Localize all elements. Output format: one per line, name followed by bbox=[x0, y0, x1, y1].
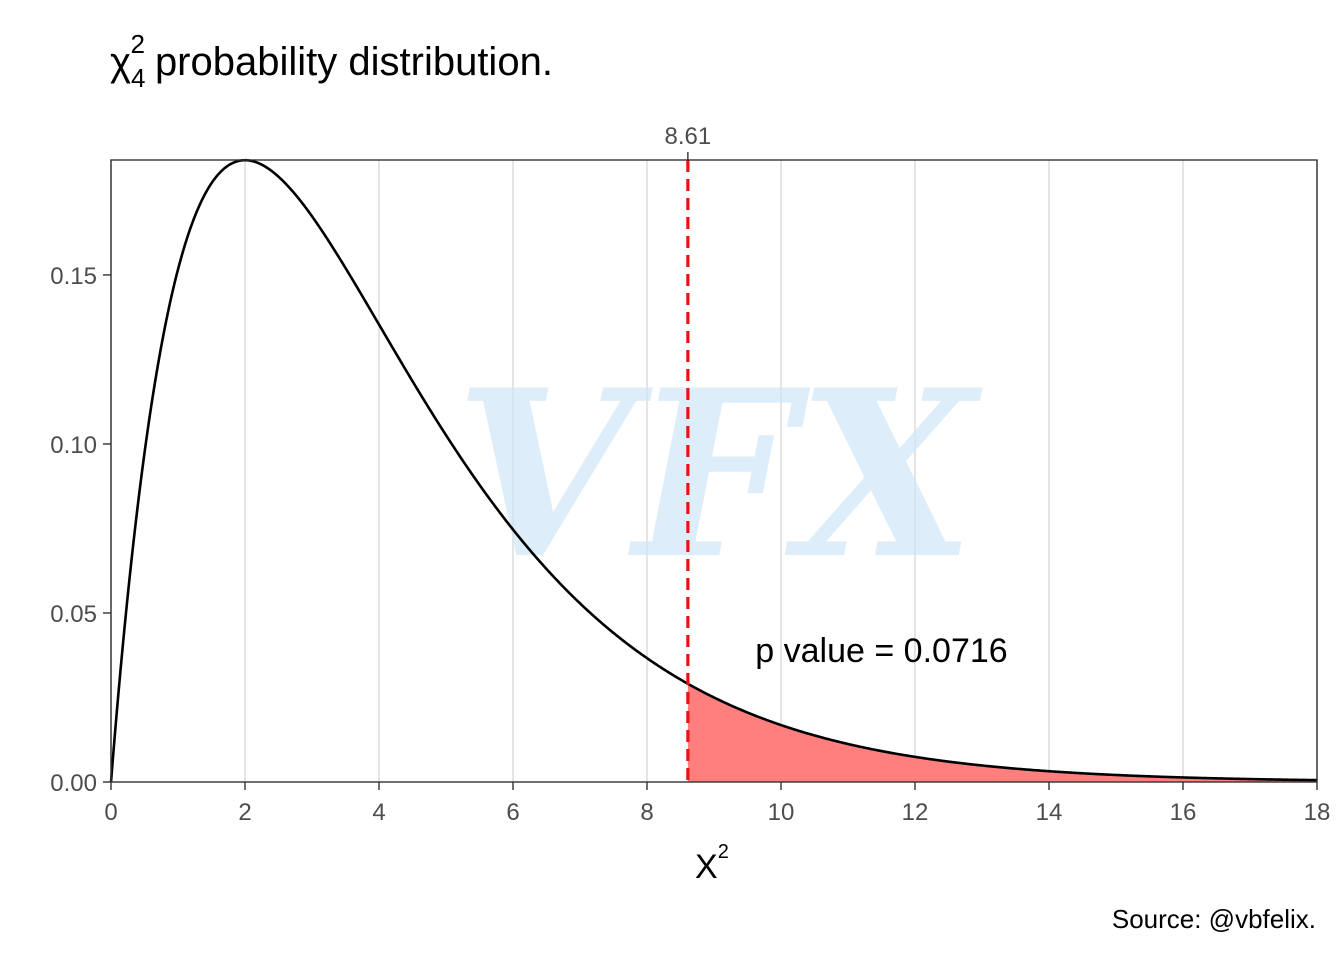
source-caption: Source: @vbfelix. bbox=[1112, 904, 1316, 934]
title-text: probability distribution. bbox=[155, 40, 553, 84]
y-tick-label: 0.15 bbox=[50, 263, 97, 290]
x-tick-label: 12 bbox=[902, 799, 929, 826]
y-axis: 0.00 0.05 0.10 0.15 bbox=[50, 263, 111, 797]
x-tick-label: 6 bbox=[506, 799, 519, 826]
p-value-shaded-area bbox=[687, 683, 1317, 782]
watermark-text: VFX bbox=[455, 340, 983, 610]
x-axis: 0 2 4 6 8 10 12 14 16 18 bbox=[104, 782, 1330, 826]
x-tick-label: 0 bbox=[104, 799, 117, 826]
y-tick-label: 0.10 bbox=[50, 432, 97, 459]
x-tick-label: 18 bbox=[1304, 799, 1331, 826]
density-curve bbox=[109, 158, 1318, 783]
chart-title: χ4 2 probability distribution. bbox=[110, 29, 553, 93]
x-tick-label: 8 bbox=[640, 799, 653, 826]
watermark-logo: VFX bbox=[455, 340, 983, 610]
x-tick-label: 16 bbox=[1170, 799, 1197, 826]
svg-text:X2: X2 bbox=[695, 841, 729, 886]
x-axis-title: X2 bbox=[695, 841, 729, 886]
y-tick-label: 0.00 bbox=[50, 770, 97, 797]
p-value-annotation: p value = 0.0716 bbox=[755, 632, 1007, 670]
x-tick-label: 10 bbox=[768, 799, 795, 826]
x-tick-label: 2 bbox=[238, 799, 251, 826]
x-axis-title-superscript: 2 bbox=[718, 841, 729, 863]
title-superscript: 2 bbox=[130, 29, 144, 59]
panel-border bbox=[110, 159, 1318, 783]
title-symbol: χ bbox=[110, 40, 131, 84]
critical-value-label: 8.61 bbox=[665, 123, 712, 150]
x-axis-title-text: X bbox=[695, 848, 718, 886]
y-tick-label: 0.05 bbox=[50, 601, 97, 628]
x-tick-label: 4 bbox=[372, 799, 385, 826]
title-subscript: 4 bbox=[131, 63, 145, 93]
x-tick-label: 14 bbox=[1036, 799, 1063, 826]
